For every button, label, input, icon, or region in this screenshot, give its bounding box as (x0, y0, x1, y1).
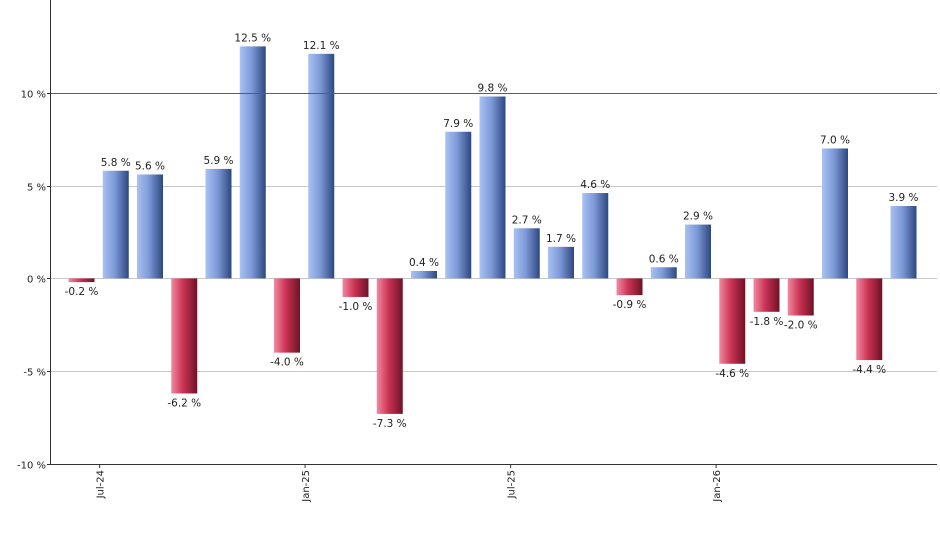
bar (205, 168, 232, 279)
y-tick-label: 5 % (27, 183, 46, 194)
data-labels: -0.2 % 5.8 % 5.6 % -6.2 % 5.9 % 12.5 % -4.0 % 1… (65, 32, 919, 429)
bar (787, 278, 814, 316)
bar (274, 278, 300, 353)
bars (68, 46, 917, 414)
data-label: 7.0 % (820, 134, 850, 146)
y-tick-label: -10 % (17, 461, 46, 472)
x-axis-tick-labels: Jul-24 Jan-25 Jul-25 Jan-26 (96, 470, 724, 503)
y-tick-label: 10 % (21, 90, 46, 101)
bar (582, 193, 609, 279)
bar (411, 270, 437, 279)
data-label: 5.8 % (101, 157, 131, 169)
bar (137, 174, 163, 279)
bar (308, 53, 335, 279)
bar (239, 46, 266, 279)
bar (376, 278, 403, 414)
bar (445, 131, 472, 279)
data-label: 12.1 % (303, 40, 340, 52)
data-label: 1.7 % (546, 233, 576, 245)
data-label: -4.6 % (715, 368, 749, 380)
bar (685, 224, 711, 279)
bar (102, 170, 129, 279)
bar (479, 96, 506, 279)
data-label: 5.6 % (135, 160, 165, 172)
data-label: 3.9 % (888, 192, 918, 204)
bar (616, 278, 643, 296)
bar (753, 278, 780, 312)
data-label: -1.0 % (339, 301, 373, 313)
x-tick-label: Jan-25 (301, 470, 312, 503)
x-tick-label: Jul-25 (507, 470, 518, 499)
data-label: -0.2 % (65, 286, 99, 298)
bar (68, 278, 95, 283)
data-label: 9.8 % (477, 83, 507, 95)
bar (822, 148, 848, 279)
bar (342, 278, 369, 297)
data-label: -1.8 % (750, 316, 784, 328)
bar (548, 246, 574, 279)
bar (719, 278, 746, 364)
y-axis-tick-labels: 10 % 5 % 0 % -5 % -10 % (17, 90, 46, 472)
data-label: 0.4 % (409, 257, 439, 269)
data-label: -4.4 % (852, 364, 886, 376)
y-tick-label: 0 % (27, 275, 46, 286)
axes (47, 0, 937, 468)
data-label: -2.0 % (784, 320, 818, 332)
data-label: 0.6 % (649, 253, 679, 265)
data-label: 12.5 % (234, 32, 271, 44)
bar (890, 206, 917, 279)
data-label: 7.9 % (443, 118, 473, 130)
data-label: -7.3 % (373, 418, 407, 430)
y-tick-label: -5 % (23, 368, 46, 379)
bar (513, 228, 540, 279)
x-tick-label: Jan-26 (712, 470, 723, 503)
bar (650, 267, 677, 279)
data-label: 5.9 % (203, 155, 233, 167)
data-label: -6.2 % (167, 397, 201, 409)
bar (171, 278, 198, 394)
data-label: 2.9 % (683, 211, 713, 223)
data-label: 4.6 % (580, 179, 610, 191)
bar (856, 278, 883, 361)
data-label: -4.0 % (270, 357, 304, 369)
data-label: -0.9 % (613, 299, 647, 311)
x-tick-label: Jul-24 (96, 470, 107, 499)
data-label: 2.7 % (512, 214, 542, 226)
